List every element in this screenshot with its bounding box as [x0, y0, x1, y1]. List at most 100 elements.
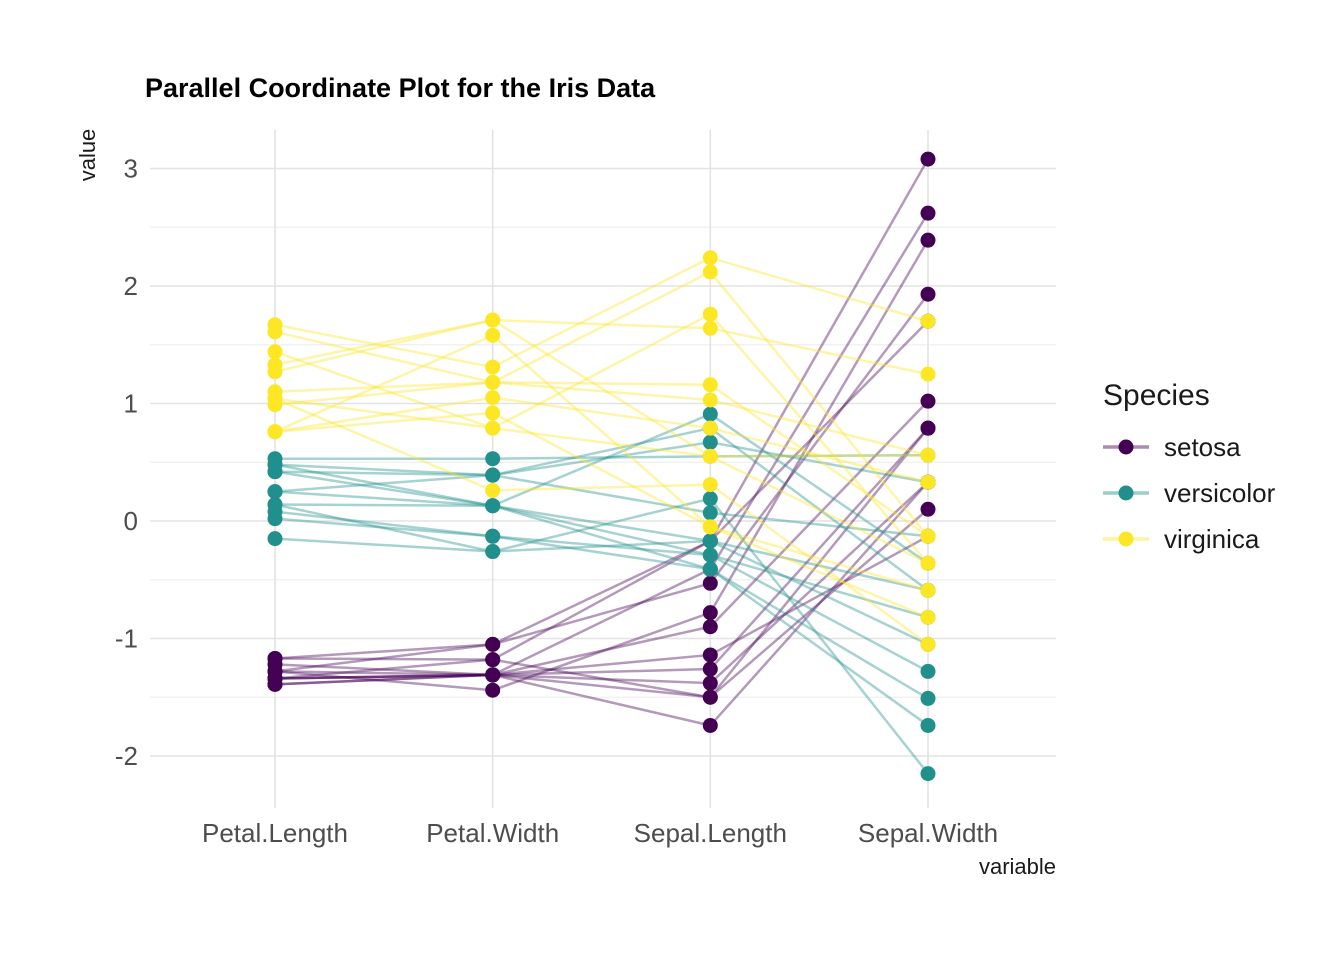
parcoord-line-versicolor [274, 490, 929, 619]
data-point-versicolor [485, 544, 501, 560]
data-point-versicolor [702, 533, 718, 549]
data-point-versicolor [702, 547, 718, 563]
data-point-setosa [485, 636, 501, 652]
data-point-versicolor [920, 690, 936, 706]
data-point-virginica [267, 391, 283, 407]
data-point-setosa [920, 420, 936, 436]
parcoord-line-versicolor [274, 503, 929, 727]
data-point-setosa [485, 682, 501, 698]
parcoord-line-setosa [274, 481, 929, 727]
parcoord-line-setosa [274, 239, 930, 692]
y-tick-label: 2 [124, 271, 138, 301]
data-point-virginica [267, 344, 283, 360]
data-point-virginica [485, 374, 501, 390]
parcoord-line-virginica [274, 312, 929, 565]
data-point-versicolor [920, 717, 936, 733]
parcoord-line-versicolor [274, 473, 929, 538]
x-tick-label: Petal.Length [202, 818, 348, 848]
parcoord-line-setosa [274, 212, 930, 680]
data-point-versicolor [702, 561, 718, 577]
parcoord-line-setosa [274, 427, 929, 699]
parcoord-line-setosa [274, 481, 929, 686]
data-point-virginica [702, 477, 718, 493]
parcoord-line-virginica [274, 256, 929, 369]
parcoord-line-setosa [274, 427, 929, 677]
data-point-virginica [920, 609, 936, 625]
x-tick-label: Sepal.Width [858, 818, 998, 848]
data-point-virginica [702, 420, 718, 436]
data-point-setosa [920, 393, 936, 409]
x-axis-title: variable [979, 854, 1056, 879]
data-point-virginica [485, 327, 501, 343]
data-point-virginica [485, 405, 501, 421]
parcoord-line-virginica [274, 270, 929, 538]
parcoord-line-setosa [274, 320, 929, 661]
data-point-versicolor [920, 663, 936, 679]
data-point-versicolor [485, 498, 501, 514]
data-point-setosa [920, 205, 936, 221]
data-point-setosa [920, 501, 936, 517]
data-point-virginica [267, 424, 283, 440]
data-point-virginica [485, 482, 501, 498]
parcoord-line-setosa [274, 158, 930, 673]
data-point-virginica [267, 364, 283, 380]
data-point-versicolor [702, 491, 718, 507]
data-point-virginica [702, 306, 718, 322]
data-point-setosa [702, 619, 718, 635]
y-tick-label: 1 [124, 389, 138, 419]
data-point-virginica [702, 250, 718, 266]
data-point-virginica [702, 320, 718, 336]
data-point-versicolor [267, 457, 283, 473]
parcoord-line-virginica [274, 318, 929, 458]
data-point-versicolor [267, 531, 283, 547]
data-point-virginica [920, 555, 936, 571]
parcoord-line-versicolor [274, 441, 929, 484]
data-point-setosa [920, 232, 936, 248]
data-point-versicolor [920, 766, 936, 782]
data-point-versicolor [702, 406, 718, 422]
x-tick-label: Petal.Width [426, 818, 559, 848]
data-point-virginica [920, 474, 936, 490]
data-point-versicolor [485, 528, 501, 544]
parcoord-line-versicolor [274, 537, 929, 646]
data-point-virginica [702, 392, 718, 408]
data-point-setosa [920, 151, 936, 167]
parcoord-line-virginica [274, 318, 929, 376]
data-point-virginica [485, 312, 501, 328]
data-point-virginica [920, 528, 936, 544]
parcoord-line-setosa [274, 535, 929, 680]
data-point-virginica [702, 264, 718, 280]
parcoord-line-setosa [274, 508, 929, 699]
y-tick-label: 3 [124, 154, 138, 184]
data-point-virginica [920, 582, 936, 598]
parcoord-line-virginica [274, 381, 929, 538]
data-point-virginica [702, 377, 718, 393]
legend-label: setosa [1164, 432, 1241, 462]
data-point-virginica [920, 313, 936, 329]
data-point-setosa [485, 667, 501, 683]
parcoord-line-setosa [274, 293, 929, 660]
legend-title: Species [1103, 379, 1210, 412]
data-point-virginica [267, 324, 283, 340]
data-point-versicolor [485, 467, 501, 483]
data-point-virginica [485, 390, 501, 406]
series-lines [274, 158, 930, 775]
data-point-setosa [702, 605, 718, 621]
parcoord-line-virginica [274, 381, 929, 457]
gridlines [150, 130, 1056, 808]
parcoord-line-versicolor [275, 453, 929, 460]
y-axis-title: value [75, 129, 100, 182]
data-point-versicolor [485, 451, 501, 467]
data-point-setosa [702, 661, 718, 677]
parcoord-line-versicolor [274, 510, 929, 673]
parcoord-line-virginica [274, 397, 929, 565]
parcoord-line-versicolor [274, 517, 929, 700]
parcoord-line-virginica [274, 411, 929, 619]
parcoord-line-virginica [274, 333, 929, 592]
data-point-setosa [702, 689, 718, 705]
data-point-setosa [485, 652, 501, 668]
data-point-versicolor [267, 511, 283, 527]
y-tick-label: 0 [124, 506, 138, 536]
data-point-setosa [267, 676, 283, 692]
